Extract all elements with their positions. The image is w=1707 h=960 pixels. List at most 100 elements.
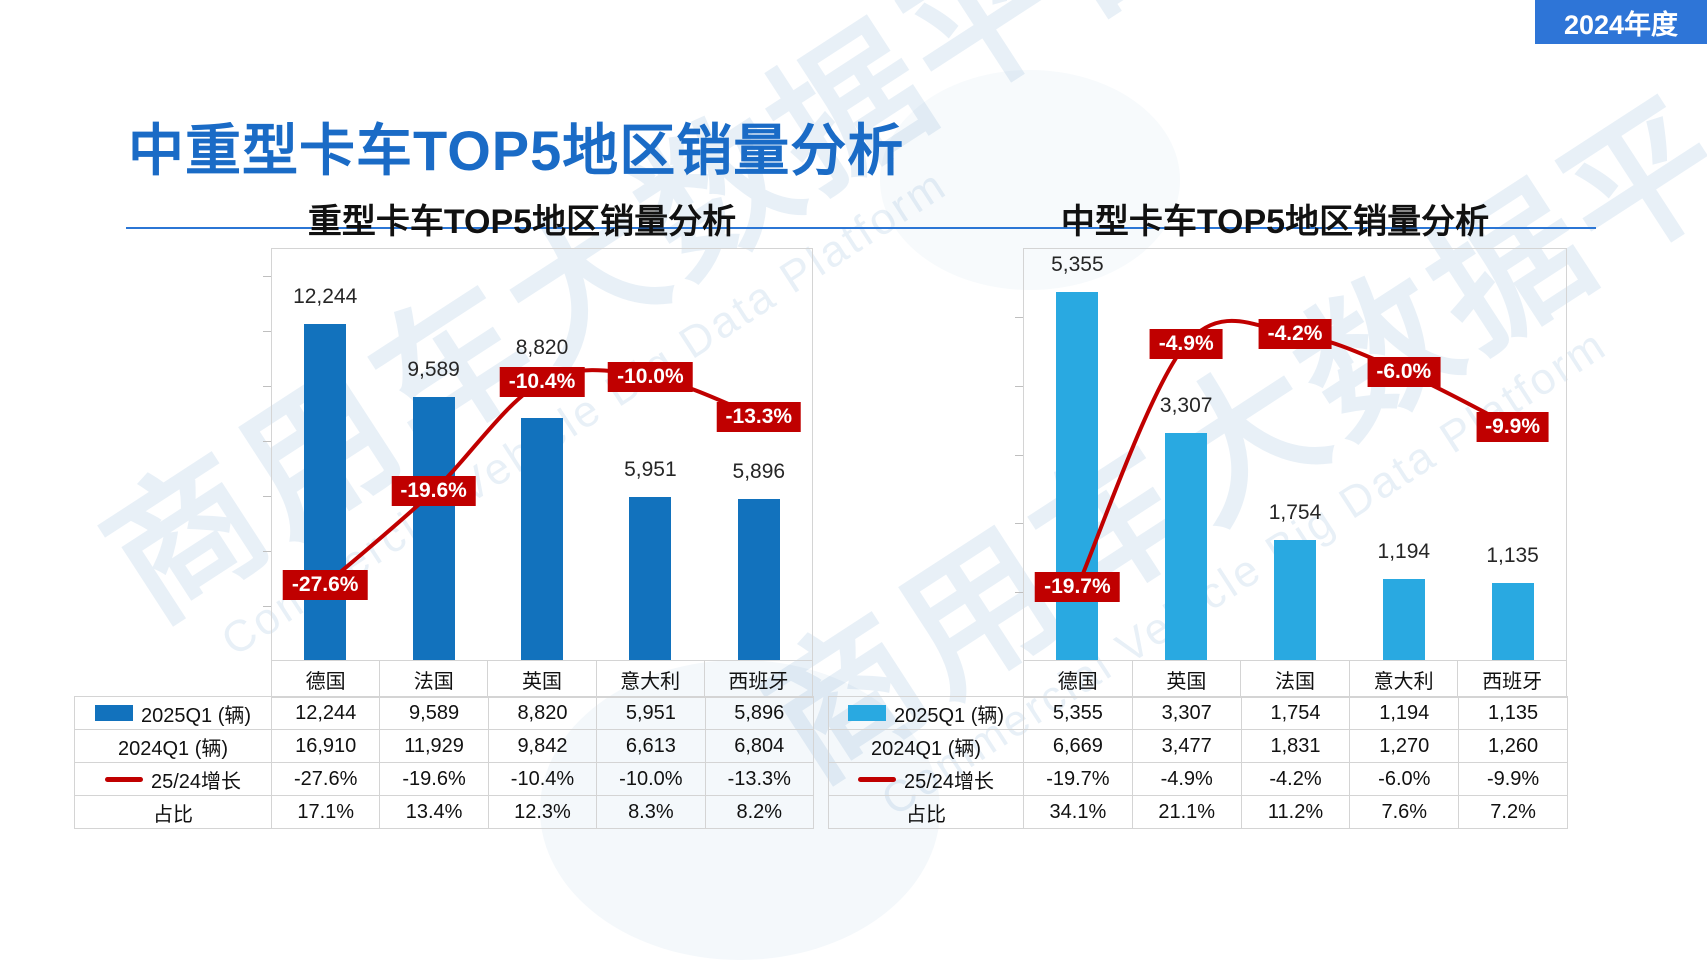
y-axis-tick bbox=[1015, 523, 1023, 525]
series-name: 2024Q1 (辆) bbox=[870, 737, 982, 760]
row-header-cell: 占比 bbox=[74, 795, 272, 829]
bar-value-label: 5,896 bbox=[732, 459, 786, 483]
bar-value-label: 1,194 bbox=[1377, 539, 1431, 563]
category-cell: 德国 bbox=[270, 660, 381, 698]
category-cell: 法国 bbox=[379, 660, 489, 698]
table-value-cell: 5,951 bbox=[596, 696, 706, 730]
category-axis: 德国 法国 英国 意大利 西班牙 bbox=[270, 660, 814, 698]
growth-label: -19.7% bbox=[1035, 572, 1120, 602]
row-header-cell: 2025Q1 (辆) bbox=[74, 696, 272, 730]
bar-西班牙 bbox=[1491, 582, 1534, 661]
growth-label: -4.9% bbox=[1149, 329, 1223, 359]
y-axis-tick bbox=[1015, 316, 1023, 318]
y-axis-tick bbox=[263, 440, 271, 442]
table-value-cell: -19.7% bbox=[1023, 762, 1133, 796]
table-value-cell: 1,270 bbox=[1349, 729, 1460, 763]
table-value-cell: 3,477 bbox=[1131, 729, 1242, 763]
row-header-cell: 占比 bbox=[828, 795, 1024, 829]
table-row: 2025Q1 (辆) 12,244 9,589 8,820 5,951 5,896 bbox=[74, 696, 814, 730]
growth-label: -10.4% bbox=[499, 367, 585, 397]
bar-英国 bbox=[1165, 433, 1208, 661]
y-axis-tick bbox=[263, 605, 271, 607]
table-row: 占比 34.1% 21.1% 11.2% 7.6% 7.2% bbox=[828, 795, 1568, 829]
table-value-cell: 8.2% bbox=[704, 795, 814, 829]
series-name: 2024Q1 (辆) bbox=[117, 737, 229, 760]
table-value-cell: -19.6% bbox=[379, 762, 489, 796]
y-axis-tick bbox=[263, 385, 271, 387]
category-axis: 德国 英国 法国 意大利 西班牙 bbox=[1023, 660, 1567, 698]
bar-value-label: 5,951 bbox=[624, 458, 677, 482]
category-cell: 德国 bbox=[1023, 660, 1133, 698]
bar-英国 bbox=[521, 418, 563, 661]
category-cell: 英国 bbox=[487, 660, 597, 698]
y-axis-tick bbox=[1015, 454, 1023, 456]
y-axis-tick bbox=[263, 550, 271, 552]
y-axis-tick bbox=[263, 495, 271, 497]
growth-label: -27.6% bbox=[282, 570, 368, 600]
bar-意大利 bbox=[1382, 578, 1425, 661]
bar-value-label: 8,820 bbox=[515, 336, 569, 359]
page-title: 中重型卡车TOP5地区销量分析 bbox=[128, 119, 905, 182]
bar-西班牙 bbox=[737, 498, 780, 661]
bar-法国 bbox=[412, 396, 455, 661]
y-axis-tick bbox=[1015, 385, 1023, 387]
table-value-cell: 16,910 bbox=[270, 729, 381, 763]
table-value-cell: -4.9% bbox=[1131, 762, 1242, 796]
table-value-cell: -10.4% bbox=[487, 762, 598, 796]
growth-label: -9.9% bbox=[1476, 412, 1550, 442]
bar-value-label: 1,135 bbox=[1486, 543, 1539, 567]
bar-value-label: 3,307 bbox=[1159, 394, 1213, 418]
table-value-cell: 3,307 bbox=[1131, 696, 1242, 730]
category-cell: 意大利 bbox=[1348, 660, 1459, 698]
table-value-cell: 11.2% bbox=[1240, 795, 1351, 829]
category-cell: 意大利 bbox=[595, 660, 705, 698]
table-value-cell: 1,754 bbox=[1240, 696, 1351, 730]
table-row: 2024Q1 (辆) 6,669 3,477 1,831 1,270 1,260 bbox=[828, 729, 1568, 763]
table-value-cell: 6,804 bbox=[704, 729, 814, 763]
medium-truck-chart-title: 中型卡车TOP5地区销量分析 bbox=[1060, 203, 1490, 241]
growth-label: -13.3% bbox=[716, 402, 802, 432]
y-axis-tick bbox=[263, 275, 271, 277]
y-axis-tick bbox=[1015, 592, 1023, 594]
bar-value-label: 1,754 bbox=[1268, 501, 1322, 525]
row-header-cell: 2025Q1 (辆) bbox=[828, 696, 1024, 730]
bar-value-label: 9,589 bbox=[407, 357, 460, 381]
row-header-cell: 25/24增长 bbox=[828, 762, 1024, 796]
series-name: 占比 bbox=[906, 803, 946, 826]
table-value-cell: 1,135 bbox=[1458, 696, 1568, 730]
watermark-blob bbox=[880, 70, 1180, 290]
table-value-cell: -10.0% bbox=[596, 762, 706, 796]
table-value-cell: 1,260 bbox=[1458, 729, 1568, 763]
table-row: 2025Q1 (辆) 5,355 3,307 1,754 1,194 1,135 bbox=[828, 696, 1568, 730]
bar-意大利 bbox=[629, 497, 672, 661]
y-axis-tick bbox=[263, 330, 271, 332]
table-value-cell: 1,194 bbox=[1349, 696, 1460, 730]
year-badge: 2024年度 bbox=[1535, 0, 1707, 44]
table-value-cell: -6.0% bbox=[1349, 762, 1460, 796]
series-name: 2025Q1 (辆) bbox=[893, 704, 1005, 727]
table-value-cell: 12.3% bbox=[487, 795, 598, 829]
table-row: 25/24增长 -19.7% -4.9% -4.2% -6.0% -9.9% bbox=[828, 762, 1568, 796]
growth-label: -19.6% bbox=[391, 476, 476, 506]
table-value-cell: -27.6% bbox=[270, 762, 381, 796]
table-value-cell: 9,589 bbox=[379, 696, 489, 730]
bar-德国 bbox=[1056, 292, 1099, 661]
table-value-cell: 8,820 bbox=[487, 696, 598, 730]
table-value-cell: 12,244 bbox=[270, 696, 381, 730]
table-value-cell: -9.9% bbox=[1458, 762, 1568, 796]
table-row: 25/24增长 -27.6% -19.6% -10.4% -10.0% -13.3% bbox=[74, 762, 814, 796]
data-table: 2025Q1 (辆) 12,244 9,589 8,820 5,951 5,896 2024… bbox=[74, 696, 814, 829]
table-value-cell: 9,842 bbox=[487, 729, 598, 763]
table-value-cell: 5,896 bbox=[704, 696, 814, 730]
table-value-cell: 17.1% bbox=[270, 795, 381, 829]
bar-德国 bbox=[304, 323, 347, 661]
table-value-cell: 21.1% bbox=[1131, 795, 1242, 829]
table-value-cell: 8.3% bbox=[596, 795, 706, 829]
line-series-legend-swatch bbox=[857, 776, 896, 782]
bar-series-legend-swatch bbox=[94, 705, 133, 721]
table-value-cell: 5,355 bbox=[1023, 696, 1133, 730]
table-row: 占比 17.1% 13.4% 12.3% 8.3% 8.2% bbox=[74, 795, 814, 829]
table-value-cell: 6,613 bbox=[596, 729, 706, 763]
title-underline bbox=[126, 227, 1596, 229]
table-row: 2024Q1 (辆) 16,910 11,929 9,842 6,613 6,804 bbox=[74, 729, 814, 763]
